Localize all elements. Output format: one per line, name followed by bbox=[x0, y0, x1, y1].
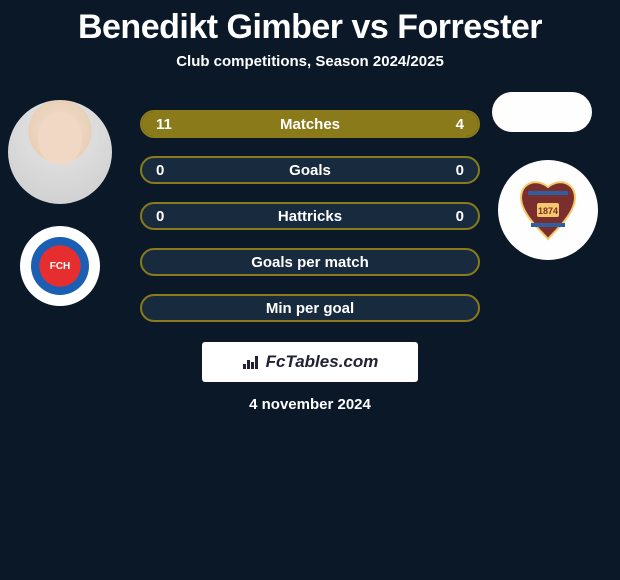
stat-right-value: 0 bbox=[456, 208, 464, 225]
comparison-subtitle: Club competitions, Season 2024/2025 bbox=[0, 53, 620, 70]
stat-label: Min per goal bbox=[266, 300, 354, 317]
comparison-content: FCH 1874 11 Matches 4 0 Goals 0 0 bbox=[0, 110, 620, 413]
bars-icon bbox=[242, 354, 262, 370]
player-left-avatar bbox=[8, 100, 112, 204]
stat-label: Goals bbox=[289, 162, 331, 179]
watermark-text: FcTables.com bbox=[266, 352, 379, 372]
stat-bar-goals-per-match: Goals per match bbox=[140, 248, 480, 276]
bar-fill-left bbox=[142, 112, 387, 136]
svg-text:1874: 1874 bbox=[538, 206, 558, 216]
stat-label: Matches bbox=[280, 116, 340, 133]
comparison-title: Benedikt Gimber vs Forrester bbox=[0, 0, 620, 47]
stat-bar-goals: 0 Goals 0 bbox=[140, 156, 480, 184]
stat-right-value: 4 bbox=[456, 116, 464, 133]
stat-bar-min-per-goal: Min per goal bbox=[140, 294, 480, 322]
stat-bar-matches: 11 Matches 4 bbox=[140, 110, 480, 138]
stat-bar-hattricks: 0 Hattricks 0 bbox=[140, 202, 480, 230]
bar-fill-right bbox=[387, 112, 478, 136]
team-left-badge-text: FCH bbox=[31, 237, 89, 295]
team-left-badge: FCH bbox=[20, 226, 100, 306]
player-right-avatar bbox=[492, 92, 592, 132]
stat-left-value: 0 bbox=[156, 208, 164, 225]
heart-crest-icon: 1874 bbox=[513, 175, 583, 245]
watermark-badge: FcTables.com bbox=[202, 342, 418, 382]
stat-left-value: 11 bbox=[156, 116, 172, 133]
team-right-badge: 1874 bbox=[498, 160, 598, 260]
stat-label: Hattricks bbox=[278, 208, 342, 225]
stat-left-value: 0 bbox=[156, 162, 164, 179]
stat-label: Goals per match bbox=[251, 254, 369, 271]
comparison-date: 4 november 2024 bbox=[0, 396, 620, 413]
stat-right-value: 0 bbox=[456, 162, 464, 179]
stat-bars: 11 Matches 4 0 Goals 0 0 Hattricks 0 Goa… bbox=[140, 110, 480, 322]
